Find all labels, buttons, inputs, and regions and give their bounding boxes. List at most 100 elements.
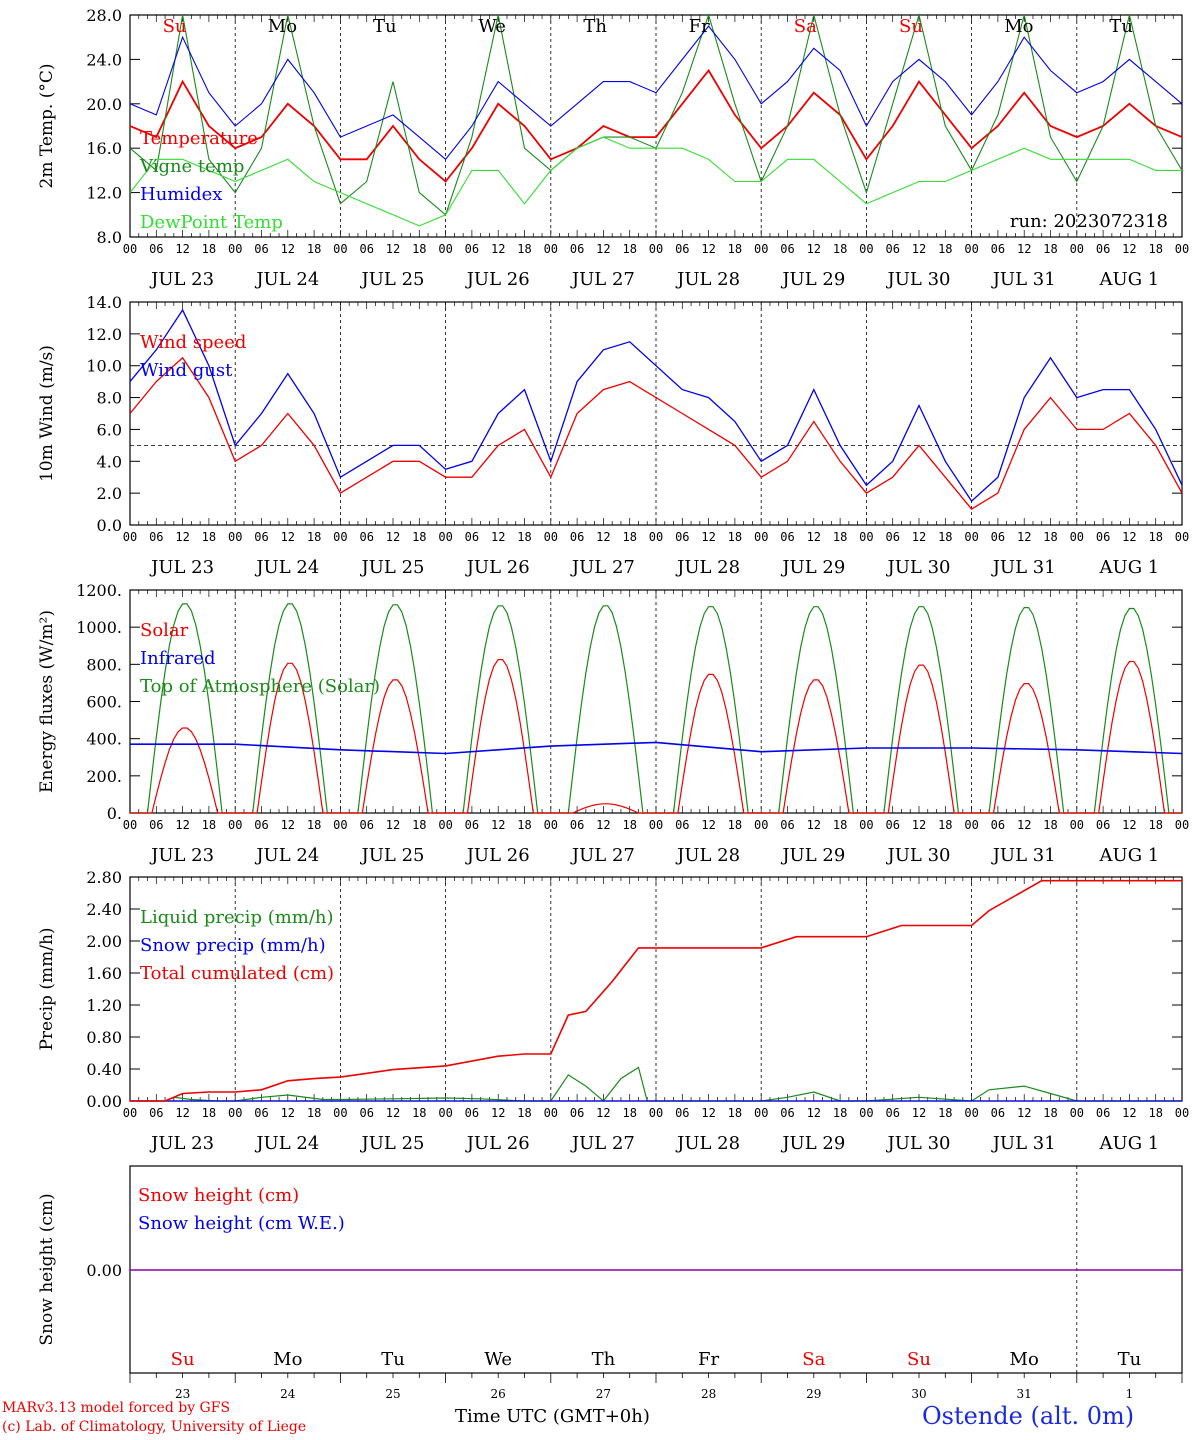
hour-tick-label: 00 [1175,530,1189,544]
hour-tick-label: 18 [307,818,321,832]
plot-frame-2 [129,589,1183,814]
legend-entry: Vigne temp [139,156,244,177]
hour-tick-label: 06 [991,1106,1005,1120]
hour-tick-label: 00 [859,818,873,832]
day-label: JUL 26 [465,845,530,866]
y-tick-label: 16.0 [86,139,122,158]
day-label: JUL 25 [360,1133,425,1154]
hour-tick-label: 12 [912,530,926,544]
hour-tick-label: 06 [149,242,163,256]
hour-tick-label: 18 [938,1106,952,1120]
hour-tick-label: 06 [1096,818,1110,832]
hour-tick-label: 18 [307,1106,321,1120]
series-line-infrared [130,741,1183,755]
y-tick-label: 2.40 [86,900,122,919]
hour-tick-label: 00 [649,818,663,832]
day-number-label: 27 [596,1387,611,1401]
hour-tick-label: 00 [1070,530,1084,544]
day-number-label: 24 [280,1387,296,1401]
hour-tick-label: 00 [333,1106,347,1120]
hour-tick-label: 00 [438,1106,452,1120]
hour-tick-label: 00 [438,818,452,832]
hour-tick-label: 12 [701,1106,715,1120]
weekday-label: Tu [1109,16,1133,37]
hour-tick-label: 00 [123,242,137,256]
legend-entry: Wind gust [140,360,233,381]
hour-tick-label: 00 [1175,818,1189,832]
precip-axis-label: Precip (mm/h) [37,927,57,1050]
snow-axis-label: Snow height (cm) [37,1193,57,1345]
hour-tick-label: 12 [386,1106,400,1120]
y-tick-label: 0. [107,804,122,823]
hour-tick-label: 18 [412,242,426,256]
hour-tick-label: 06 [465,818,479,832]
hour-tick-label: 06 [885,530,899,544]
hour-tick-label: 18 [833,530,847,544]
day-label: JUL 27 [570,557,635,578]
hour-tick-label: 12 [807,530,821,544]
hour-tick-label: 06 [675,1106,689,1120]
day-label: JUL 30 [886,1133,951,1154]
hour-tick-label: 12 [491,1106,505,1120]
hour-tick-label: 12 [912,1106,926,1120]
y-tick-label: 2.0 [97,484,122,503]
hour-tick-label: 00 [333,818,347,832]
hour-tick-label: 00 [964,818,978,832]
day-label: JUL 31 [991,1133,1056,1154]
day-label: JUL 28 [675,1133,740,1154]
weekday-label: Sa [794,16,817,37]
energy-axis-label: Energy fluxes (W/m²) [37,610,57,793]
hour-tick-label: 00 [964,242,978,256]
y-tick-label: 12.0 [86,325,122,344]
day-label: JUL 27 [570,1133,635,1154]
day-label: JUL 28 [675,557,740,578]
hour-tick-label: 12 [912,818,926,832]
day-label: JUL 28 [675,845,740,866]
hour-tick-label: 00 [754,1106,768,1120]
hour-tick-label: 06 [570,818,584,832]
hour-tick-label: 06 [359,818,373,832]
hour-tick-label: 06 [149,818,163,832]
day-label: JUL 31 [991,557,1056,578]
hour-tick-label: 06 [991,530,1005,544]
hour-tick-label: 12 [807,1106,821,1120]
hour-tick-label: 18 [833,1106,847,1120]
hour-tick-label: 00 [333,530,347,544]
hour-tick-label: 00 [544,530,558,544]
series-line-wind-gust [129,308,1183,503]
weekday-label: Tu [373,16,397,37]
weekday-label: We [484,1349,512,1370]
hour-tick-label: 18 [938,242,952,256]
hour-tick-label: 06 [1096,1106,1110,1120]
hour-tick-label: 18 [1043,1106,1057,1120]
hour-tick-label: 18 [833,242,847,256]
y-tick-label: 8.0 [97,389,122,408]
day-number-label: 30 [911,1387,926,1401]
hour-tick-label: 00 [123,1106,137,1120]
hour-tick-label: 18 [202,242,216,256]
hour-tick-label: 06 [1096,242,1110,256]
hour-tick-label: 12 [1122,1106,1136,1120]
y-tick-label: 0.00 [86,1092,122,1111]
day-number-label: 23 [175,1387,190,1401]
hour-tick-label: 06 [254,1106,268,1120]
hour-tick-label: 18 [517,530,531,544]
day-label: JUL 29 [780,557,845,578]
hour-tick-label: 18 [1148,1106,1162,1120]
hour-tick-label: 12 [701,818,715,832]
hour-tick-label: 18 [728,818,742,832]
hour-tick-label: 00 [859,530,873,544]
hour-tick-label: 12 [807,242,821,256]
y-tick-label: 200. [86,767,122,786]
weekday-label: Fr [698,1349,719,1370]
hour-tick-label: 12 [596,530,610,544]
weekday-label: Su [907,1349,931,1370]
hour-tick-label: 00 [438,242,452,256]
weekday-label: Mo [268,16,297,37]
hour-tick-label: 06 [465,530,479,544]
footer-credit-2: (c) Lab. of Climatology, University of L… [2,1419,307,1435]
day-label: AUG 1 [1099,557,1160,578]
hour-tick-label: 12 [175,242,189,256]
day-label: AUG 1 [1099,845,1160,866]
